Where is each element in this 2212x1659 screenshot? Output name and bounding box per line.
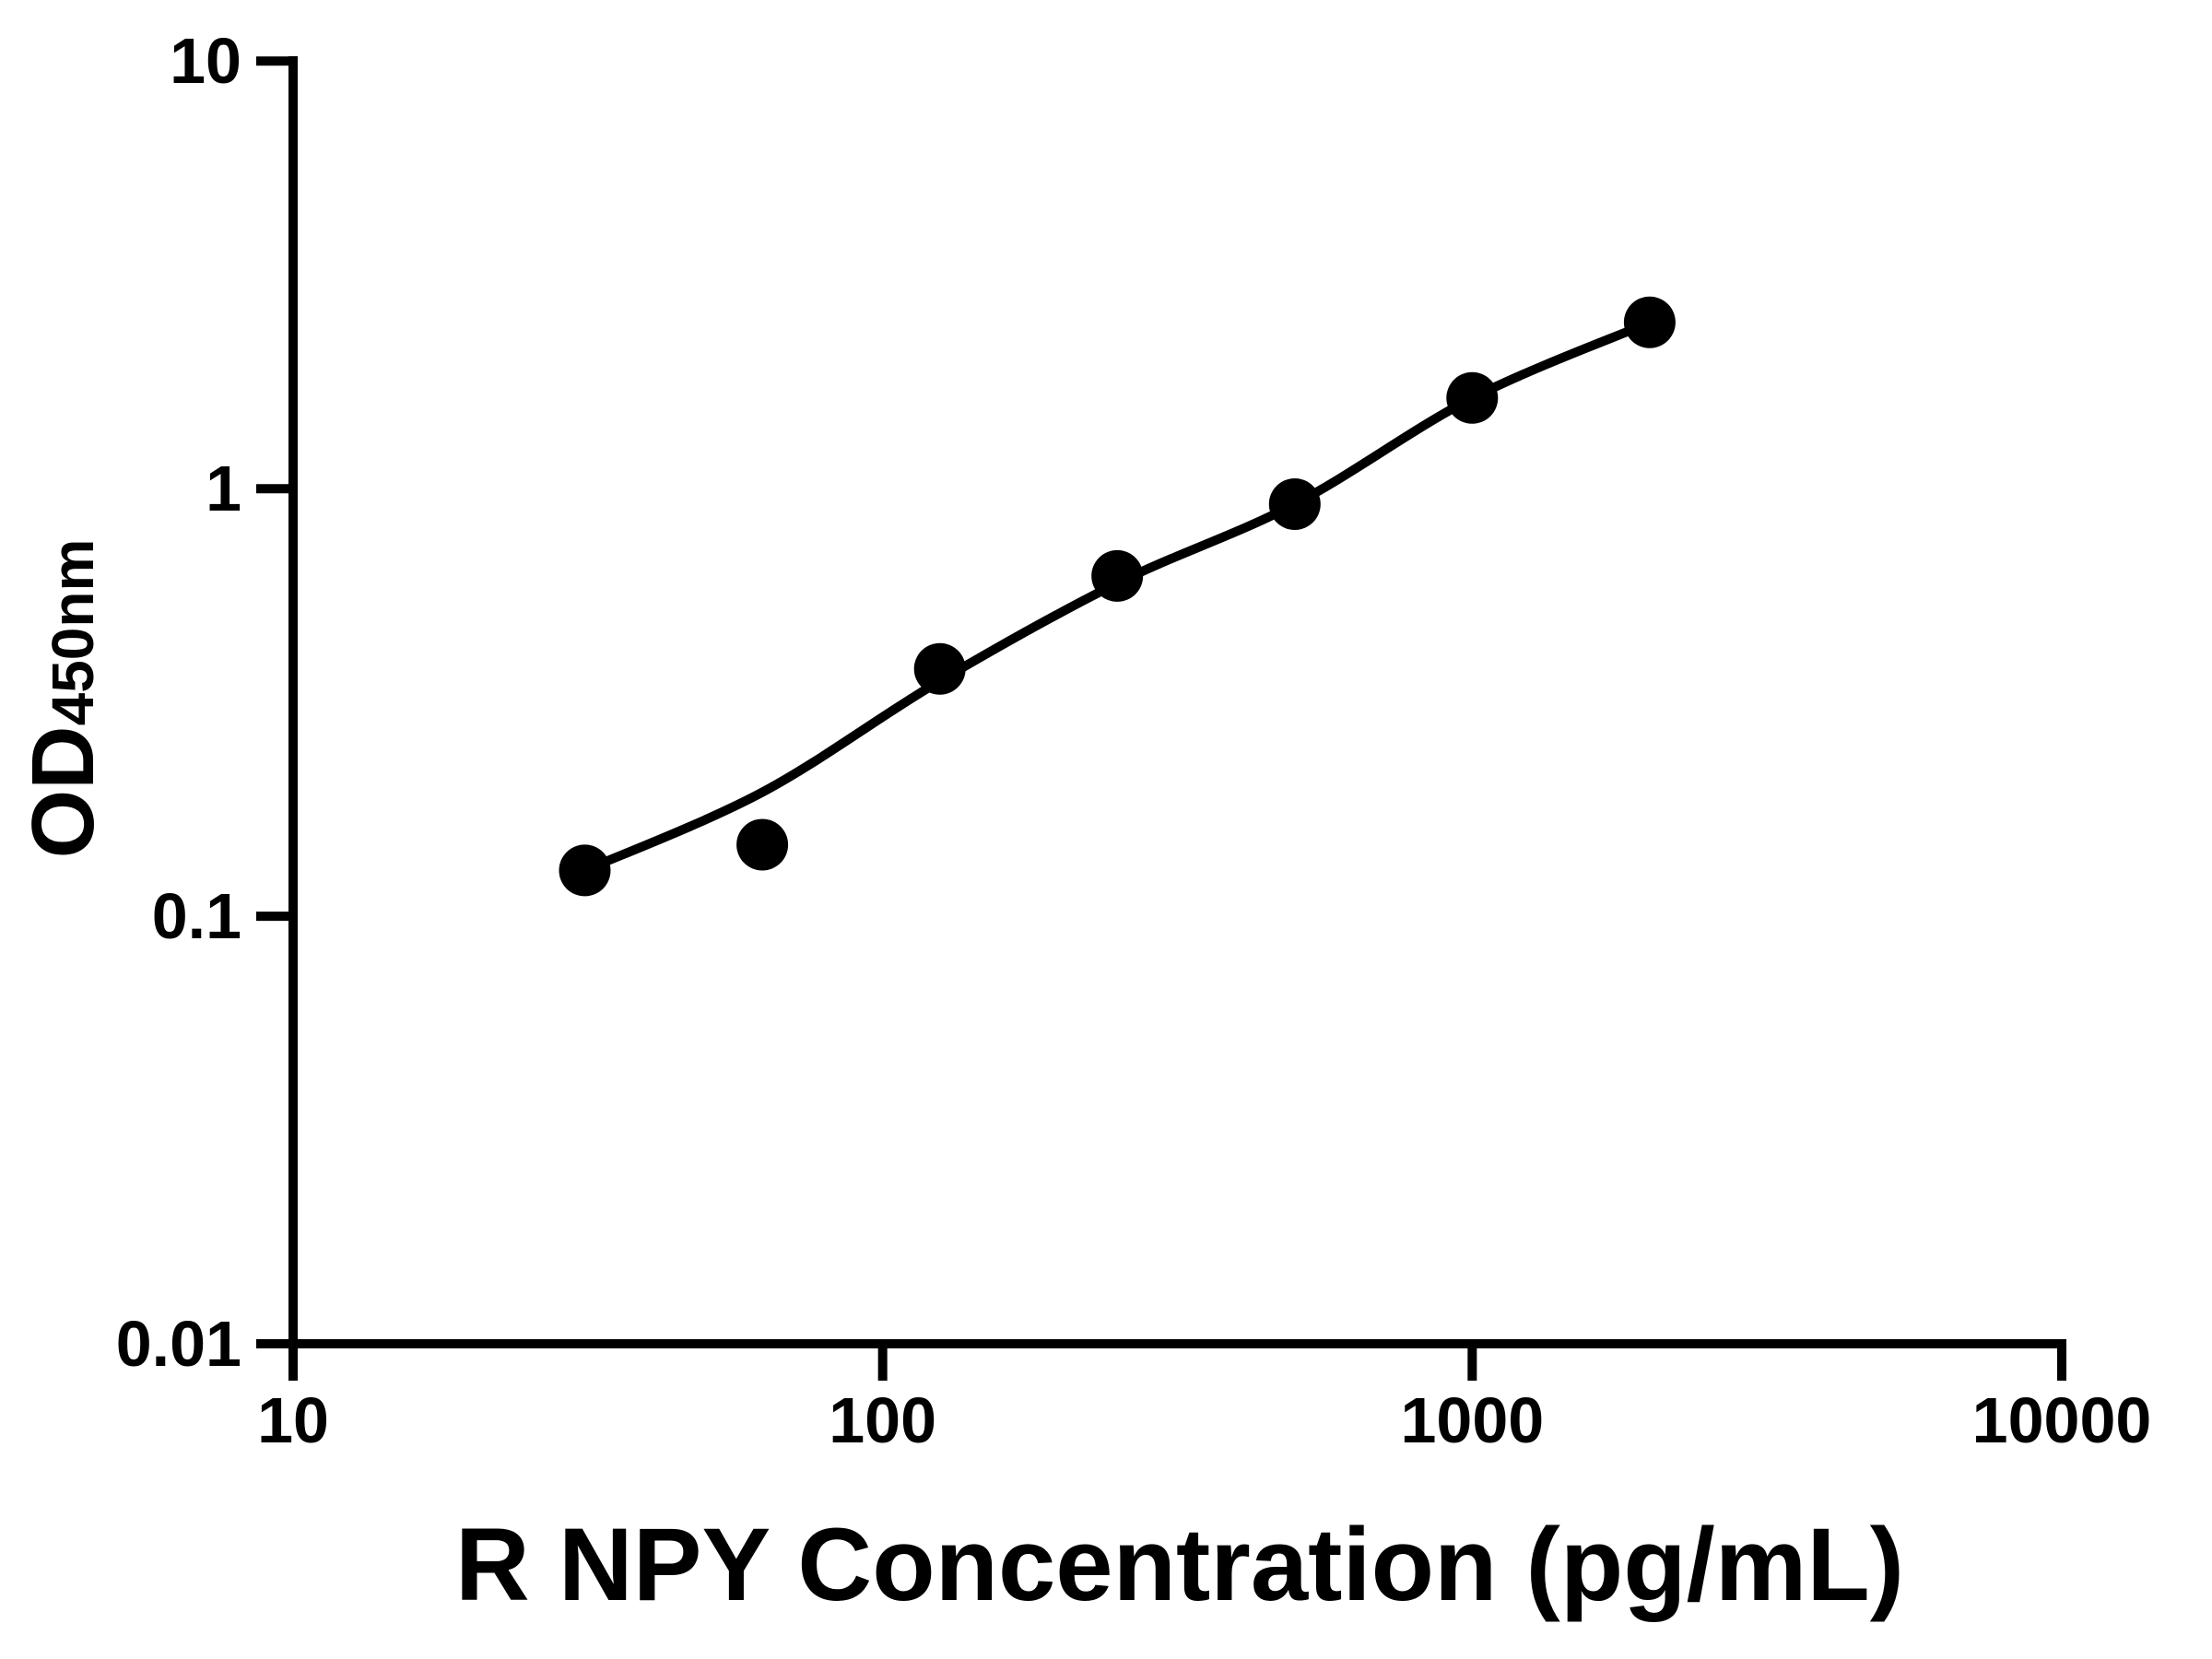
- data-point: [1623, 296, 1676, 348]
- x-tick-label: 100: [829, 1384, 937, 1456]
- data-point: [559, 844, 611, 897]
- x-tick-label: 10: [257, 1384, 329, 1456]
- data-point: [1091, 549, 1144, 602]
- data-point: [913, 642, 966, 695]
- y-axis-title: OD450nm: [13, 539, 124, 859]
- y-tick-label: 10: [170, 25, 241, 98]
- y-axis-title-sub: 450nm: [40, 538, 106, 726]
- y-tick-label: 1: [206, 453, 241, 525]
- y-tick-label: 0.01: [115, 1308, 241, 1380]
- y-axis-title-main: OD: [14, 725, 112, 859]
- data-point: [1446, 371, 1499, 424]
- data-point: [736, 818, 789, 871]
- y-tick-label: 0.1: [151, 880, 241, 953]
- data-point: [1268, 478, 1321, 530]
- x-axis-title: R NPY Concentration (pg/mL): [454, 1507, 1905, 1622]
- x-tick-label: 10000: [1971, 1384, 2152, 1456]
- x-tick-label: 1000: [1400, 1384, 1545, 1456]
